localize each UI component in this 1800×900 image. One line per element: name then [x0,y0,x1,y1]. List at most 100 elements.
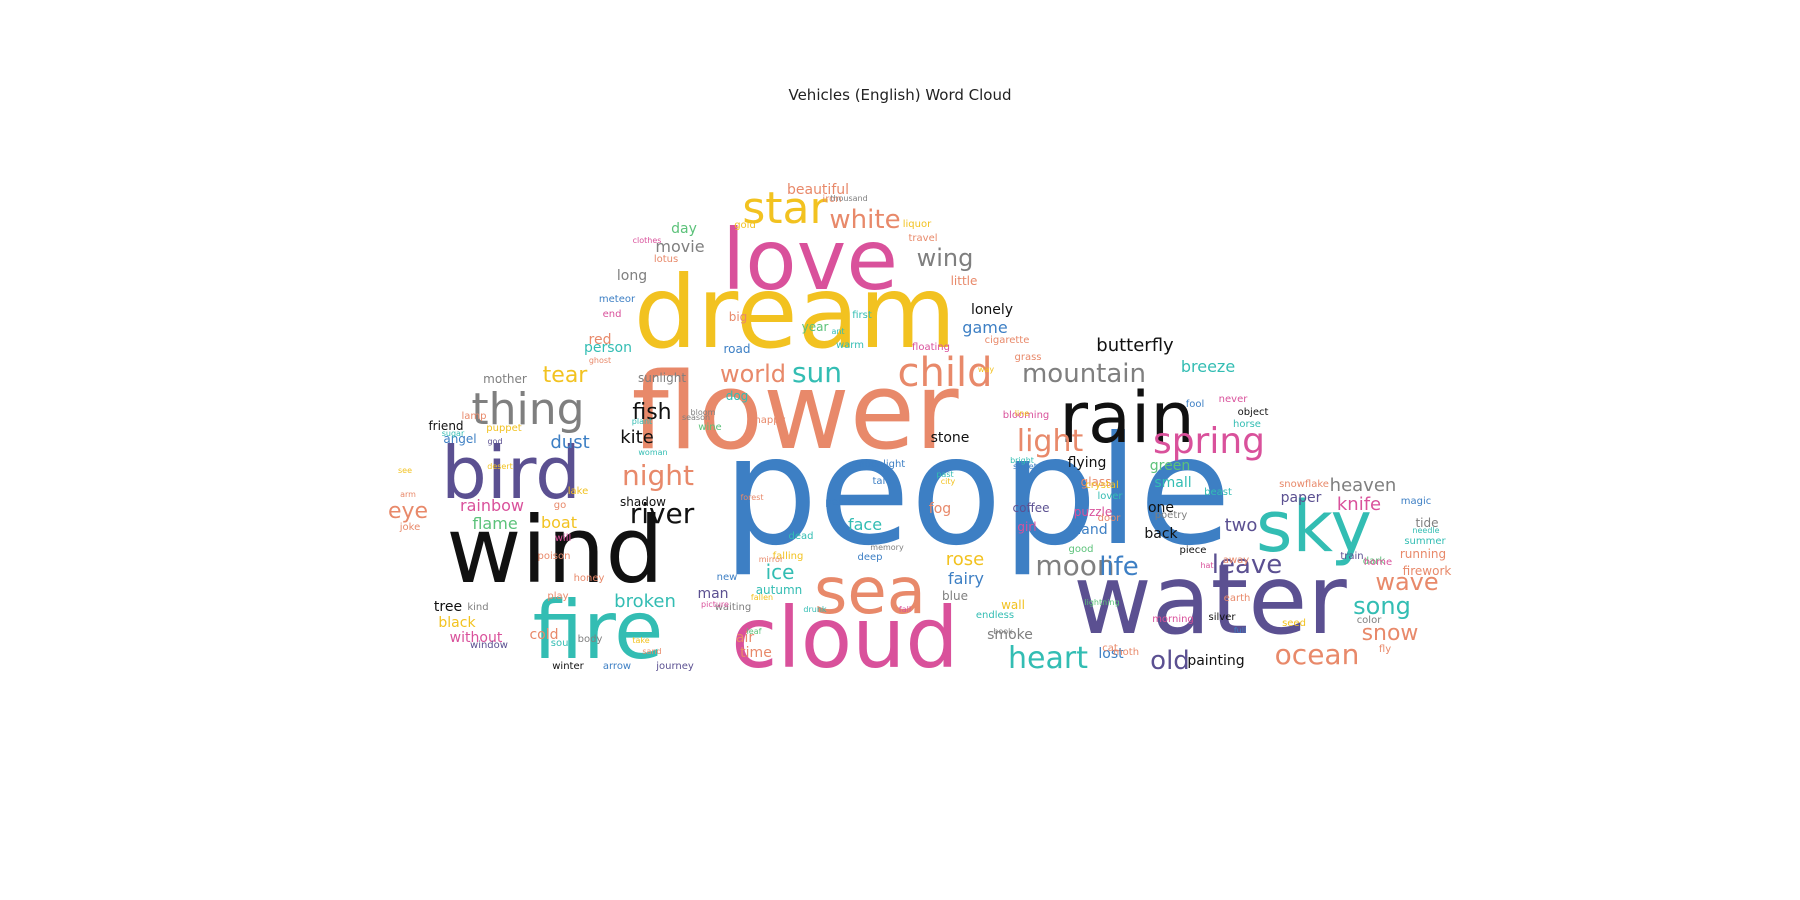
word-knife: knife [1337,494,1381,515]
word-girl: girl [1017,520,1036,534]
word-ant: ant [831,327,844,336]
word-rose: rose [946,549,984,570]
word-woman: woman [638,448,667,457]
word-arrow: arrow [603,661,631,672]
word-breeze: breeze [1181,357,1235,376]
word-desert: desert [487,462,513,471]
word-forest: forest [740,493,763,502]
word-object: object [1238,407,1269,418]
word-earth: earth [1224,593,1251,604]
word-home: home [1364,557,1392,568]
word-eye: eye [388,499,428,524]
word-dog: dog [726,389,749,403]
word-cat: cat [1102,643,1118,654]
word-drunk: drunk [803,605,827,614]
word-endless: endless [976,610,1014,621]
word-cold: cold [529,627,558,643]
word-water: water [1073,544,1347,656]
word-bloom: bloom [691,408,716,417]
word-time: time [740,645,772,661]
word-sweet: sweet [1013,462,1037,471]
word-green: green [1150,458,1190,474]
word-lake: lake [568,486,589,497]
word-rain: rain [1059,377,1195,459]
word-ocean: ocean [1275,638,1360,671]
word-moon: moon [1035,549,1114,582]
word-poetry: poetry [1155,510,1188,521]
word-flower: flower [631,350,959,473]
word-play: play [547,591,568,602]
word-life: life [1099,552,1139,582]
word-fog: fog [929,501,951,517]
word-way: way [978,365,994,374]
word-mirror: mirror [759,555,784,564]
word-thousand: thousand [830,194,867,203]
word-heart: heart [1008,641,1088,676]
word-blooming: blooming [1003,410,1050,421]
word-lost: lost [1098,646,1124,662]
word-never: never [1219,394,1249,405]
word-song: song [1353,592,1411,620]
word-game: game [962,318,1007,337]
word-sun: sun [792,356,842,389]
word-gold: gold [734,220,756,231]
word-arm: arm [400,490,416,499]
word-picture: picture [701,600,729,609]
word-memory: memory [870,543,904,552]
word-stone: stone [931,430,970,446]
word-snowflake: snowflake [1279,479,1329,490]
word-journey: journey [655,661,694,672]
word-without: without [450,630,503,646]
word-fish: fish [632,400,671,425]
word-tree: tree [434,599,462,615]
word-rainbow: rainbow [460,496,524,515]
word-flying: flying [1068,455,1107,471]
word-good: good [1069,544,1094,555]
word-grass: grass [1014,352,1041,363]
word-falling: falling [773,551,804,562]
word-painting: painting [1187,653,1244,669]
word-old: old [1150,646,1190,676]
word-ice: ice [766,560,795,584]
word-lonely: lonely [971,302,1013,318]
word-sea: sea [814,555,926,629]
word-liquor: liquor [903,219,932,230]
word-river: river [630,497,695,530]
word-fairy: fairy [948,569,984,588]
word-floating: floating [912,342,950,353]
word-smoke: smoke [987,627,1033,643]
word-crystal: crystal [1085,480,1119,491]
word-child: child [898,350,993,396]
word-blue: blue [942,589,968,603]
word-body: body [578,634,603,645]
word-piece: piece [1180,545,1207,556]
word-will: will [555,533,572,544]
word-spring: spring [1153,421,1265,462]
word-big: big [729,310,748,324]
word-morning: morning [1152,614,1194,625]
word-firework: firework [1403,564,1452,578]
word-first: first [852,310,872,321]
word-small: small [1154,475,1191,491]
word-beast: beast [1204,487,1232,498]
word-line: line [1015,409,1030,418]
word-man: man [697,586,728,602]
word-broken: broken [614,591,676,612]
word-puppet: puppet [486,423,522,434]
word-kind: kind [467,602,488,613]
word-sunlight: sunlight [638,371,686,385]
word-butterfly: butterfly [1096,335,1174,356]
word-end: end [603,309,622,320]
word-red: red [589,332,612,348]
word-moth: moth [1113,647,1139,658]
word-kite: kite [620,427,654,448]
word-snow: snow [1362,621,1419,646]
word-autumn: autumn [756,583,803,597]
word-city: city [941,477,956,486]
word-tale: tale [873,476,892,487]
word-beautiful: beautiful [787,182,849,198]
word-book: book [993,627,1013,636]
word-full: full [1234,626,1246,635]
word-fallen: fallen [751,593,773,602]
